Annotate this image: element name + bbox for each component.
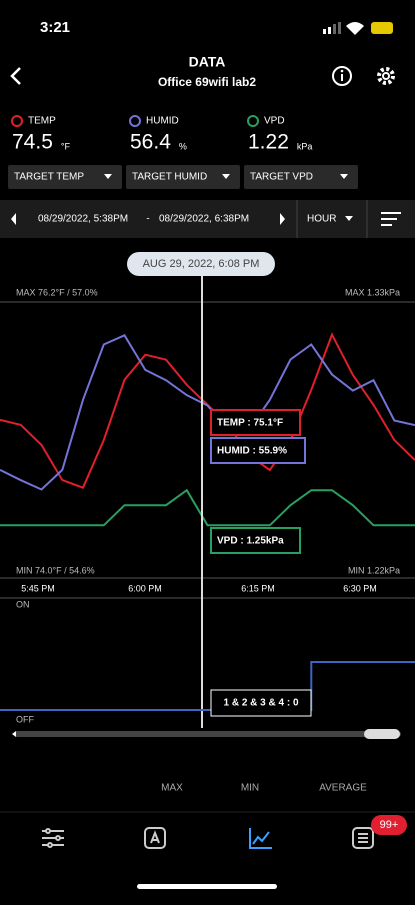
reading-label: TEMP	[28, 116, 56, 127]
cursor-label: AUG 29, 2022, 6:08 PM	[143, 258, 260, 270]
tab-logs[interactable]	[352, 827, 374, 849]
reading-dot	[11, 115, 23, 127]
badge-count: 99+	[380, 819, 399, 831]
scroll-thumb[interactable]	[364, 729, 400, 739]
off-label: OFF	[16, 714, 34, 724]
series-line	[0, 334, 415, 491]
tooltip-box	[210, 437, 306, 464]
max-left: MAX 76.2°F / 57.0%	[16, 287, 98, 297]
back-button[interactable]	[10, 67, 21, 85]
min-right: MIN 1.22kPa	[348, 565, 400, 575]
range-separator: -	[146, 214, 149, 225]
min-left: MIN 74.0°F / 54.6%	[16, 565, 95, 575]
tooltip-text: TEMP : 75.1°F	[217, 418, 283, 429]
dropdown-caret	[222, 174, 230, 179]
tooltip-box	[210, 527, 301, 554]
tab-data[interactable]	[249, 828, 272, 849]
prev-button[interactable]	[11, 213, 16, 225]
status-icons	[323, 22, 393, 35]
device-name: Office 69wifi lab2	[158, 75, 256, 89]
target-label: TARGET TEMP	[14, 172, 84, 183]
target-dropdown[interactable]	[244, 165, 358, 189]
reading-label: HUMID	[146, 116, 179, 127]
settings-button[interactable]	[377, 67, 395, 85]
scroll-left	[12, 731, 16, 737]
time-label: 6:00 PM	[128, 583, 162, 593]
home-indicator	[137, 884, 277, 889]
interval-caret	[345, 216, 353, 221]
page-title: DATA	[189, 54, 226, 70]
on-label: ON	[16, 599, 30, 609]
clock: 3:21	[40, 19, 70, 36]
reading-value: 56.4	[130, 131, 171, 154]
tooltip-text: HUMID : 55.9%	[217, 446, 287, 457]
target-dropdown[interactable]	[126, 165, 240, 189]
target-dropdown[interactable]	[8, 165, 122, 189]
reading-value: 1.22	[248, 131, 289, 154]
tooltip-text: VPD : 1.25kPa	[217, 536, 284, 547]
range-end: 08/29/2022, 6:38PM	[159, 214, 249, 225]
date-bar	[0, 200, 415, 238]
scrollbar[interactable]	[14, 731, 401, 737]
dropdown-caret	[340, 174, 348, 179]
stat-label: AVERAGE	[319, 783, 367, 794]
next-button[interactable]	[280, 213, 285, 225]
reading-unit: kPa	[297, 141, 313, 151]
time-label: 6:30 PM	[343, 583, 377, 593]
stat-label: MIN	[241, 783, 259, 794]
tab-controls[interactable]	[42, 828, 64, 848]
max-right: MAX 1.33kPa	[345, 287, 400, 297]
range-start: 08/29/2022, 5:38PM	[38, 214, 128, 225]
reading-value: 74.5	[12, 131, 53, 154]
dropdown-caret	[104, 174, 112, 179]
time-label: 5:45 PM	[21, 583, 55, 593]
badge	[371, 815, 407, 835]
reading-unit: °F	[61, 141, 71, 151]
switch-tooltip	[210, 689, 312, 717]
interval[interactable]: HOUR	[307, 214, 336, 225]
reading-dot	[129, 115, 141, 127]
cursor-badge	[127, 252, 275, 276]
sort-button[interactable]	[381, 212, 401, 226]
reading-dot	[247, 115, 259, 127]
series-line	[0, 488, 415, 527]
tab-auto[interactable]	[144, 827, 166, 849]
target-label: TARGET HUMID	[132, 172, 207, 183]
target-label: TARGET VPD	[250, 172, 313, 183]
switch-tooltip-text: 1 & 2 & 3 & 4 : 0	[223, 698, 298, 709]
reading-unit: %	[179, 141, 187, 151]
tooltip-box	[210, 409, 301, 436]
time-label: 6:15 PM	[241, 583, 275, 593]
info-button[interactable]	[332, 66, 352, 86]
reading-label: VPD	[264, 116, 285, 127]
stat-label: MAX	[161, 783, 183, 794]
